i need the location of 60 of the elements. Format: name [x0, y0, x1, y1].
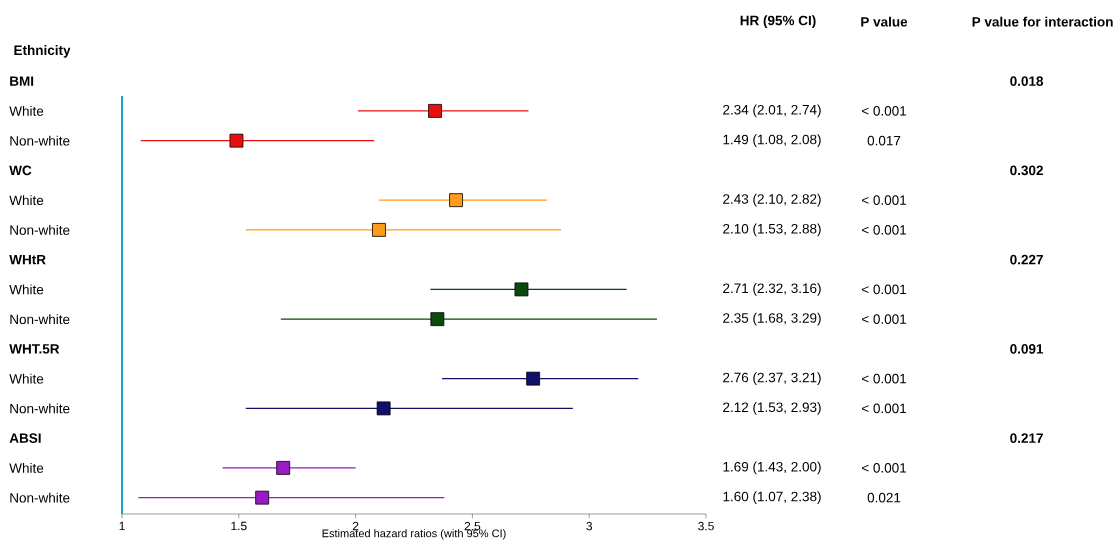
text: < 0.001 [861, 314, 907, 324]
x-tick-label: 1.5 [231, 521, 247, 531]
point [229, 133, 244, 148]
text: < 0.001 [861, 195, 907, 205]
x-tick-label: 2.5 [464, 521, 481, 531]
y-tick-label: WHT.5R [9, 344, 60, 354]
y-tick-label: Non-white [10, 314, 70, 325]
point [449, 193, 463, 208]
y-axis-title: Ethnicity [14, 45, 71, 58]
text: 0.021 [867, 492, 901, 503]
point [376, 401, 391, 416]
y-tick-label: White [9, 462, 44, 473]
data-label: 1.60 (1.07, 2.38) [723, 491, 821, 504]
y-tick-label: Non-white [10, 135, 70, 146]
data-label: 2.43 (2.10, 2.82) [723, 193, 821, 207]
text: < 0.001 [861, 106, 907, 116]
y-tick-label: White [9, 195, 44, 206]
x-tick-label: 2 [352, 521, 359, 531]
data-label: 2.76 (2.37, 3.21) [723, 372, 821, 385]
data-label: 1.49 (1.08, 2.08) [723, 134, 821, 147]
data-label: 2.71 (2.32, 3.16) [723, 283, 821, 296]
text: 0.217 [1010, 433, 1043, 443]
text: P value for interaction [972, 16, 1113, 27]
text: 0.302 [1010, 165, 1043, 176]
y-tick-label: White [9, 105, 44, 116]
point [428, 103, 442, 118]
y-tick-label: WHtR [9, 254, 46, 265]
x-tick-label: 3 [586, 521, 593, 531]
point [255, 490, 270, 505]
data-label: 1.69 (1.43, 2.00) [723, 461, 821, 475]
text: < 0.001 [861, 463, 907, 473]
point [526, 371, 541, 386]
y-tick-label: Non-white [10, 403, 70, 414]
x-tick-label: 3.5 [698, 521, 714, 531]
y-tick-label: WC [9, 165, 32, 176]
text: < 0.001 [861, 403, 907, 414]
x-tick-label: 1 [119, 521, 125, 531]
y-tick-label: White [9, 373, 44, 384]
text: 0.091 [1010, 344, 1044, 354]
data-label: 2.35 (1.68, 3.29) [723, 312, 821, 326]
point [430, 312, 445, 327]
text: < 0.001 [861, 373, 907, 384]
point [276, 460, 291, 475]
text: 0.227 [1010, 254, 1043, 265]
y-tick-label: Non-white [10, 224, 70, 235]
y-tick-label: BMI [10, 76, 34, 86]
text: 0.018 [1010, 76, 1044, 86]
point [514, 282, 529, 297]
text: < 0.001 [861, 225, 907, 235]
text: P value [861, 16, 908, 27]
data-label: 2.10 (1.53, 2.88) [723, 223, 821, 237]
text: 0.017 [867, 135, 901, 146]
y-tick-label: Non-white [10, 492, 70, 503]
text: HR (95% CI) [740, 15, 816, 28]
data-label: 2.12 (1.53, 2.93) [723, 402, 821, 415]
y-tick-label: White [9, 284, 44, 295]
text: < 0.001 [861, 284, 907, 295]
data-label: 2.34 (2.01, 2.74) [723, 104, 821, 118]
y-tick-label: ABSI [9, 433, 41, 443]
point [372, 222, 386, 237]
